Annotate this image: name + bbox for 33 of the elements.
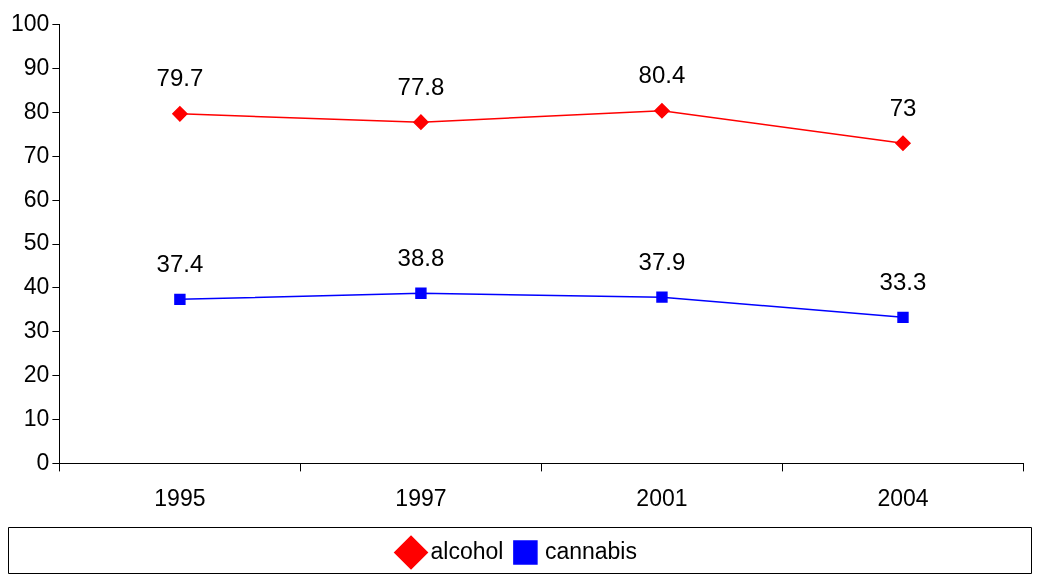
y-tick-label: 60: [23, 185, 50, 212]
x-tick-label: 1995: [154, 484, 206, 511]
point: [415, 287, 427, 299]
point: [174, 293, 186, 306]
point: [413, 114, 429, 130]
legend-label: alcohol: [430, 537, 504, 564]
point: [656, 291, 668, 303]
point: [172, 106, 188, 122]
y-tick-label: 10: [23, 404, 50, 431]
point: [897, 311, 909, 324]
y-tick-label: 0: [36, 448, 50, 475]
x-tick-label: 2001: [636, 484, 688, 511]
legend-label: cannabis: [544, 537, 637, 564]
point: [895, 135, 911, 151]
y-tick-label: 30: [23, 317, 50, 344]
data-label: 33.3: [879, 267, 927, 295]
y-tick-label: 100: [11, 10, 50, 37]
y-tick-label: 80: [23, 97, 50, 124]
data-label: 37.4: [156, 249, 204, 277]
y-tick-label: 70: [23, 141, 50, 168]
data-label: 73: [889, 93, 917, 121]
y-tick-label: 40: [23, 273, 50, 300]
y-tick-label: 20: [23, 361, 50, 388]
y-tick-label: 50: [23, 229, 50, 256]
y-tick-label: 90: [23, 54, 50, 80]
data-label: 79.7: [156, 64, 204, 92]
data-label: 77.8: [397, 72, 445, 100]
x-tick-label: 2004: [877, 484, 929, 511]
point: [654, 103, 670, 119]
data-label: 38.8: [397, 243, 445, 271]
data-label: 80.4: [638, 61, 686, 89]
data-label: 37.9: [638, 247, 686, 275]
x-tick-label: 1997: [395, 484, 447, 511]
